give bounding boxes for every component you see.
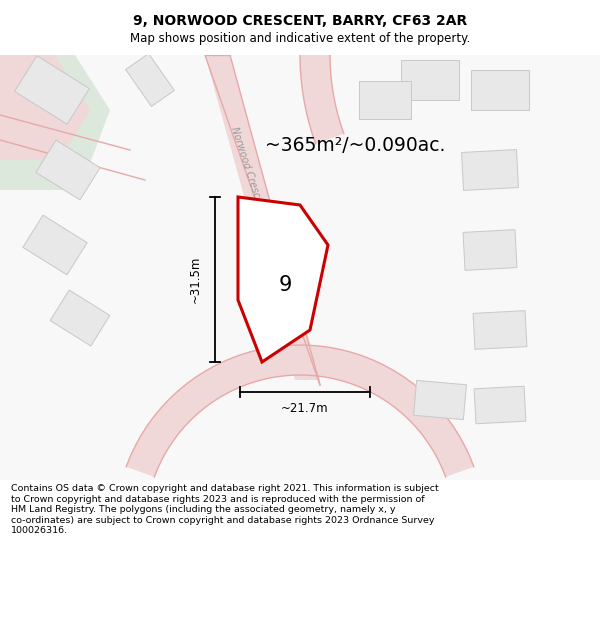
Text: Contains OS data © Crown copyright and database right 2021. This information is : Contains OS data © Crown copyright and d… [11, 484, 439, 535]
Polygon shape [238, 197, 328, 362]
Polygon shape [0, 55, 90, 160]
Polygon shape [205, 55, 320, 380]
Text: ~21.7m: ~21.7m [281, 402, 329, 416]
Polygon shape [36, 140, 100, 200]
Polygon shape [473, 311, 527, 349]
Polygon shape [413, 381, 466, 419]
Polygon shape [0, 55, 110, 190]
Polygon shape [23, 215, 87, 275]
Polygon shape [126, 345, 474, 477]
Polygon shape [125, 54, 175, 106]
Text: 9, NORWOOD CRESCENT, BARRY, CF63 2AR: 9, NORWOOD CRESCENT, BARRY, CF63 2AR [133, 14, 467, 28]
Polygon shape [401, 60, 459, 100]
Text: Map shows position and indicative extent of the property.: Map shows position and indicative extent… [130, 32, 470, 45]
Polygon shape [463, 229, 517, 271]
Polygon shape [0, 55, 600, 480]
Text: ~365m²/~0.090ac.: ~365m²/~0.090ac. [265, 136, 445, 154]
Polygon shape [300, 0, 500, 144]
Polygon shape [50, 290, 110, 346]
Text: ~31.5m: ~31.5m [188, 256, 202, 303]
Polygon shape [461, 149, 518, 191]
Text: Norwood Crescent: Norwood Crescent [229, 126, 266, 214]
Text: 9: 9 [278, 275, 292, 295]
Polygon shape [471, 70, 529, 110]
Polygon shape [359, 81, 411, 119]
Polygon shape [474, 386, 526, 424]
Polygon shape [14, 56, 89, 124]
